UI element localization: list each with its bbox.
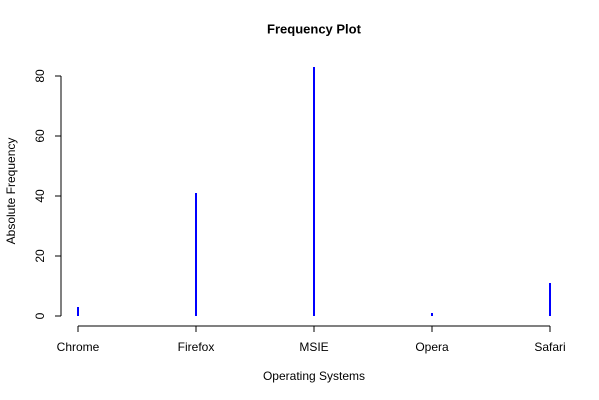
x-tick-label: Safari	[534, 340, 565, 354]
x-tick-label: Chrome	[57, 340, 100, 354]
y-tick-label: 20	[33, 249, 47, 263]
y-tick-label: 0	[33, 312, 47, 319]
y-tick-label: 40	[33, 189, 47, 203]
x-tick-label: Opera	[415, 340, 449, 354]
x-tick-label: Firefox	[178, 340, 215, 354]
y-axis-title: Absolute Frequency	[4, 138, 18, 245]
x-tick-label: MSIE	[299, 340, 328, 354]
x-axis-title: Operating Systems	[263, 369, 365, 383]
y-tick-label: 60	[33, 129, 47, 143]
chart-title: Frequency Plot	[267, 21, 362, 36]
y-tick-label: 80	[33, 69, 47, 83]
